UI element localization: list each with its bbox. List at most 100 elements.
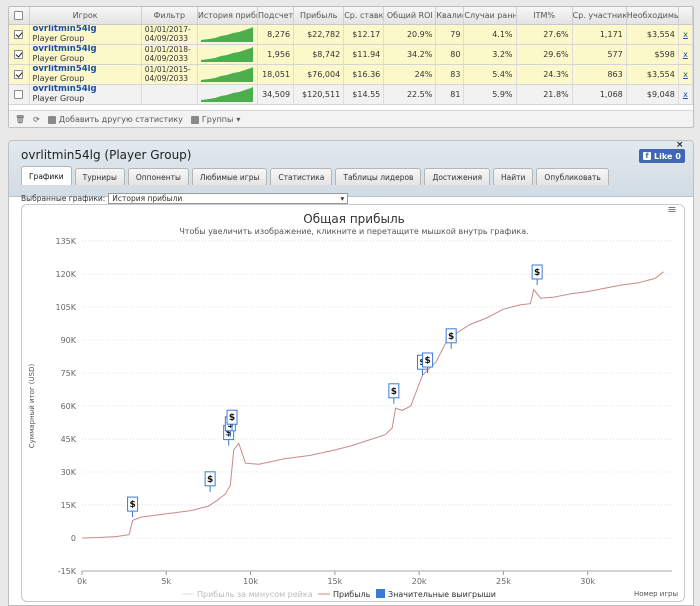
table-row[interactable]: ovrlitmin54lg Player Group 01/01/2015- 04/0… [9, 64, 693, 85]
header-profit[interactable]: Прибыль [293, 7, 345, 25]
big-win-marker[interactable]: $ [424, 356, 430, 366]
header-itm[interactable]: ITM% [516, 7, 573, 25]
tab-4[interactable]: Статистика [270, 168, 333, 185]
remove-row-link[interactable]: x [683, 49, 688, 59]
profit-sparkline[interactable] [201, 26, 254, 42]
remove-row-cell: x [678, 24, 693, 45]
row-checkbox[interactable] [14, 49, 24, 59]
header-qual[interactable]: Квалиф [435, 7, 465, 25]
x-tick-label: 30k [580, 577, 595, 586]
player-name-link[interactable]: ovrlitmin54lg [32, 84, 97, 94]
header-roi[interactable]: Общий ROI [383, 7, 437, 25]
filter-cell: 01/01/2015- 04/09/2033 [141, 64, 198, 85]
big-win-marker[interactable]: $ [227, 420, 233, 430]
table-toolbar: 🗑 ⟳ Добавить другую статистику Группы ▾ [9, 110, 693, 127]
header-player[interactable]: Игрок [29, 7, 142, 25]
tab-1[interactable]: Турниры [74, 168, 125, 185]
row-checkbox[interactable] [14, 69, 24, 79]
row-select-cell[interactable] [9, 24, 30, 45]
big-win-flag[interactable] [204, 471, 216, 487]
profit-sparkline[interactable] [201, 46, 254, 62]
header-profit-history[interactable]: История прибы [197, 7, 259, 25]
row-checkbox[interactable] [14, 29, 24, 39]
big-win-flag[interactable] [531, 264, 543, 280]
header-count[interactable]: Подсчет [257, 7, 295, 25]
roi-cell: 22.5% [383, 84, 437, 105]
header-needed[interactable]: Необходимы [626, 7, 679, 25]
chart-menu-icon[interactable]: ≡ [667, 205, 676, 216]
tab-5[interactable]: Таблицы лидеров [335, 168, 422, 185]
header-select-all[interactable] [9, 7, 30, 25]
tab-2[interactable]: Оппоненты [127, 168, 189, 185]
big-win-marker[interactable]: $ [534, 268, 540, 278]
table-row[interactable]: ovrlitmin54lg Player Group 34,509 $120,511 $… [9, 84, 693, 105]
sparkline-cell[interactable] [197, 64, 259, 85]
table-header-row: Игрок Фильтр История прибы Подсчет Прибы… [9, 7, 693, 25]
qual-cell: 83 [435, 64, 465, 85]
profit-series-line[interactable] [81, 271, 664, 539]
big-win-marker[interactable]: $ [229, 413, 235, 423]
avg-part-cell: 863 [572, 64, 627, 85]
table-row[interactable]: ovrlitmin54lg Player Group 01/01/2018- 04/0… [9, 44, 693, 65]
big-win-flag[interactable] [422, 352, 434, 368]
big-win-flag[interactable] [226, 409, 238, 425]
avg-stake-cell: $11.94 [343, 44, 385, 65]
sparkline-cell[interactable] [197, 24, 259, 45]
tab-6[interactable]: Достижения [424, 168, 490, 185]
filter-cell: 01/01/2018- 04/09/2033 [141, 44, 198, 65]
itm-cell: 27.6% [516, 24, 573, 45]
player-name-link[interactable]: ovrlitmin54lg [32, 64, 97, 74]
close-icon[interactable]: × [676, 140, 684, 150]
graph-select[interactable]: История прибыли ▾ [108, 193, 349, 204]
early-cell: 5.9% [463, 84, 517, 105]
refresh-icon[interactable]: ⟳ [33, 115, 40, 124]
big-win-marker[interactable]: $ [391, 387, 397, 397]
stats-table-panel: Игрок Фильтр История прибы Подсчет Прибы… [8, 6, 694, 128]
qual-cell: 79 [435, 24, 465, 45]
groups-button[interactable]: Группы ▾ [190, 115, 240, 124]
remove-row-link[interactable]: x [683, 29, 688, 39]
remove-row-link[interactable]: x [683, 89, 688, 99]
sparkline-cell[interactable] [197, 84, 259, 105]
y-tick-label: 105K [55, 303, 76, 312]
tab-0[interactable]: Графики [21, 166, 72, 185]
sparkline-cell[interactable] [197, 44, 259, 65]
legend-rake-label[interactable]: Прибыль за минусом рейка [197, 590, 313, 599]
big-win-flag[interactable] [445, 328, 457, 344]
y-tick-label: 30K [61, 468, 77, 477]
profit-sparkline[interactable] [201, 86, 254, 102]
big-win-marker[interactable]: $ [129, 500, 135, 510]
player-name-link[interactable]: ovrlitmin54lg [32, 44, 97, 54]
select-all-checkbox[interactable] [14, 10, 24, 20]
big-win-marker[interactable]: $ [226, 429, 232, 439]
big-win-marker[interactable]: $ [448, 332, 454, 342]
header-filter[interactable]: Фильтр [141, 7, 198, 25]
row-select-cell[interactable] [9, 84, 30, 105]
table-row[interactable]: ovrlitmin54lg Player Group 01/01/2017- 04/0… [9, 24, 693, 45]
tab-3[interactable]: Любимые игры [191, 168, 268, 185]
legend-profit-label[interactable]: Прибыль [333, 590, 371, 599]
row-select-cell[interactable] [9, 64, 30, 85]
graph-select-label: Выбранные графики: [21, 194, 106, 203]
header-early[interactable]: Случаи ранн [463, 7, 517, 25]
header-avg-participants[interactable]: Ср. участник [572, 7, 627, 25]
profit-sparkline[interactable] [201, 66, 254, 82]
player-cell: ovrlitmin54lg Player Group [29, 44, 142, 65]
facebook-like-button[interactable]: f Like 0 [639, 149, 685, 163]
header-avg-stake[interactable]: Ср. ставк. [343, 7, 385, 25]
big-win-marker[interactable]: $ [207, 475, 213, 485]
tab-7[interactable]: Найти [492, 168, 534, 185]
delete-icon[interactable]: 🗑 [15, 115, 26, 124]
row-checkbox[interactable] [14, 89, 24, 99]
add-stat-button[interactable]: Добавить другую статистику [47, 115, 183, 124]
big-win-flag[interactable] [388, 383, 400, 399]
legend-bigwin-label[interactable]: Значительные выигрыши [388, 590, 496, 599]
player-name-link[interactable]: ovrlitmin54lg [32, 24, 97, 34]
row-select-cell[interactable] [9, 44, 30, 65]
chart-container[interactable]: Общая прибыль Чтобы увеличить изображение… [21, 204, 685, 602]
tab-8[interactable]: Опубликовать [536, 168, 609, 185]
x-tick-label: 0k [77, 577, 87, 586]
remove-row-link[interactable]: x [683, 69, 688, 79]
big-win-flag[interactable] [127, 496, 139, 512]
